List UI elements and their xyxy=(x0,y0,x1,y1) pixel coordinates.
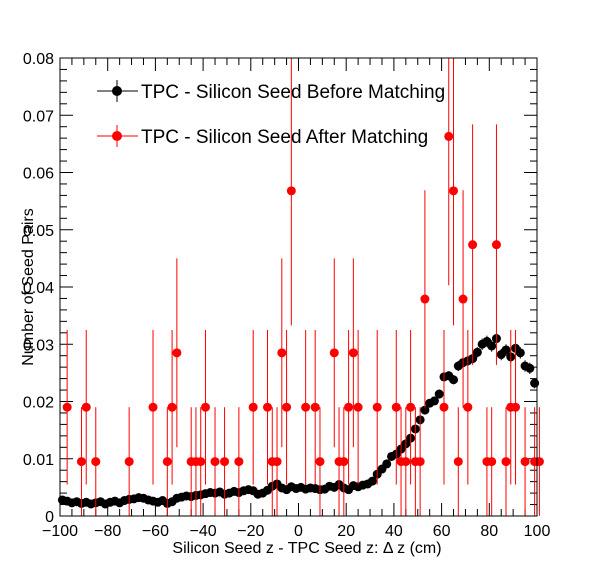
point-after xyxy=(62,402,72,412)
x-tick-labels: −100 −80 −60 −40 −20 0 20 40 60 80 100 xyxy=(42,523,550,540)
series-after-matching xyxy=(62,58,544,516)
point-before xyxy=(420,405,430,415)
point-after xyxy=(172,348,182,358)
point-after xyxy=(220,457,230,467)
point-after xyxy=(420,294,430,304)
x-tick-label: 20 xyxy=(337,523,355,540)
plot-frame xyxy=(59,57,538,517)
x-tick-label: −100 xyxy=(42,523,78,540)
point-after xyxy=(210,457,220,467)
x-tick-label: 0 xyxy=(294,523,303,540)
point-before xyxy=(530,378,540,388)
point-after xyxy=(76,457,86,467)
point-after xyxy=(262,402,272,412)
point-after xyxy=(487,457,497,467)
point-after xyxy=(248,402,258,412)
point-after xyxy=(196,457,206,467)
legend-label-before: TPC - Silicon Seed Before Matching xyxy=(141,82,445,103)
point-after xyxy=(200,402,210,412)
point-after xyxy=(453,457,463,467)
x-axis-title: Silicon Seed z - TPC Seed z: Δ z (cm) xyxy=(172,540,441,557)
y-tick-label: 0.03 xyxy=(23,337,54,354)
point-after xyxy=(401,457,411,467)
y-tick-label: 0 xyxy=(45,509,54,526)
point-before xyxy=(515,348,525,358)
point-after xyxy=(534,457,544,467)
point-before xyxy=(501,345,511,355)
y-axis-title: Number of Seed Pairs xyxy=(20,208,37,365)
point-after xyxy=(81,402,91,412)
point-after xyxy=(468,240,478,250)
point-after xyxy=(162,457,172,467)
y-tick-label: 0.02 xyxy=(23,395,54,412)
x-tick-label: −20 xyxy=(237,523,264,540)
point-after xyxy=(463,402,473,412)
y-tick-label: 0.07 xyxy=(23,108,54,125)
point-before xyxy=(525,363,535,373)
point-after xyxy=(406,402,416,412)
point-after xyxy=(339,457,349,467)
legend: TPC - Silicon Seed Before Matching TPC -… xyxy=(97,80,445,148)
point-after xyxy=(491,240,501,250)
tick-marks xyxy=(59,57,538,517)
legend-marker-before xyxy=(112,86,122,96)
y-tick-label: 0.04 xyxy=(23,280,54,297)
point-after xyxy=(329,348,339,358)
point-after xyxy=(286,186,296,196)
point-after xyxy=(415,457,425,467)
point-after xyxy=(348,348,358,358)
series-before-matching xyxy=(57,332,540,509)
point-after xyxy=(391,402,401,412)
point-after xyxy=(372,402,382,412)
point-after xyxy=(301,402,311,412)
point-before xyxy=(472,347,482,357)
point-after xyxy=(148,402,158,412)
legend-marker-after xyxy=(112,131,122,141)
x-tick-label: 60 xyxy=(433,523,451,540)
point-after xyxy=(511,402,521,412)
point-after xyxy=(282,402,292,412)
point-after xyxy=(315,457,325,467)
x-tick-label: −80 xyxy=(94,523,121,540)
point-after xyxy=(124,457,134,467)
point-after xyxy=(449,186,459,196)
x-tick-label: 80 xyxy=(480,523,498,540)
legend-label-after: TPC - Silicon Seed After Matching xyxy=(141,127,428,148)
point-after xyxy=(234,457,244,467)
point-after xyxy=(277,348,287,358)
point-after xyxy=(520,457,530,467)
x-tick-label: −60 xyxy=(142,523,169,540)
y-tick-label: 0.01 xyxy=(23,452,54,469)
point-after xyxy=(344,402,354,412)
point-after xyxy=(91,457,101,467)
point-after xyxy=(167,402,177,412)
y-tick-label: 0.05 xyxy=(23,223,54,240)
y-tick-label: 0.06 xyxy=(23,166,54,183)
point-before xyxy=(487,341,497,351)
point-after xyxy=(353,402,363,412)
x-tick-label: 100 xyxy=(524,523,551,540)
point-after xyxy=(501,457,511,467)
point-before xyxy=(429,396,439,406)
point-before xyxy=(382,459,392,469)
point-after xyxy=(458,294,468,304)
point-after xyxy=(439,402,449,412)
y-tick-labels: 0 0.01 0.02 0.03 0.04 0.05 0.06 0.07 0.08 xyxy=(23,51,54,526)
point-before xyxy=(367,476,377,486)
x-tick-label: 40 xyxy=(385,523,403,540)
point-after xyxy=(444,131,454,141)
point-before xyxy=(449,375,459,385)
point-after xyxy=(272,457,282,467)
point-before xyxy=(434,389,444,399)
x-tick-label: −40 xyxy=(190,523,217,540)
point-after xyxy=(310,402,320,412)
y-tick-label: 0.08 xyxy=(23,51,54,68)
